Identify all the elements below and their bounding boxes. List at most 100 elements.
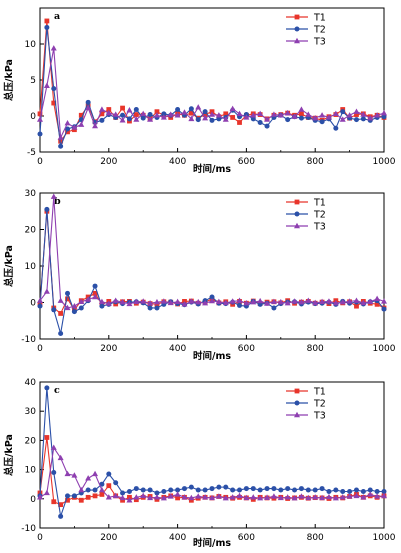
data-point (353, 117, 359, 123)
legend-marker (294, 222, 300, 229)
data-point (215, 112, 222, 118)
series-line (39, 196, 385, 309)
data-point (236, 110, 243, 117)
series-T3 (37, 444, 387, 503)
data-point (133, 486, 139, 492)
data-point (250, 298, 257, 305)
data-point (346, 493, 353, 499)
data-point (147, 112, 153, 118)
data-point (374, 301, 380, 307)
data-point (298, 115, 304, 121)
data-point (120, 112, 126, 118)
data-point (37, 116, 43, 122)
data-point (92, 493, 98, 499)
data-point (37, 131, 43, 137)
data-point (195, 298, 202, 305)
legend-entry: T3 (286, 222, 326, 233)
legend-label: T3 (313, 222, 326, 233)
data-point (126, 489, 132, 494)
legend-marker (294, 14, 300, 20)
legend-marker (294, 411, 300, 418)
data-point (37, 303, 43, 309)
data-point (188, 298, 195, 304)
data-point (257, 487, 263, 493)
data-point (50, 45, 57, 51)
data-point (291, 298, 298, 304)
data-point (140, 487, 146, 493)
legend-label: T3 (313, 37, 326, 48)
data-point (133, 116, 140, 122)
data-point (140, 492, 147, 499)
data-point (209, 294, 215, 300)
data-point (154, 305, 160, 311)
data-point (360, 489, 366, 494)
data-point (305, 487, 311, 493)
data-point (37, 111, 43, 117)
data-point (147, 487, 153, 493)
data-point (333, 487, 339, 493)
panel-label: c (54, 385, 60, 396)
x-tick-label: 400 (169, 344, 186, 354)
panel-c: 0 200 400 600 800 1000-10010203040时间/ms总压/kPa… (3, 378, 396, 549)
data-point (58, 513, 64, 519)
plot-frame (39, 192, 385, 340)
data-point (126, 116, 132, 122)
data-point (71, 493, 77, 499)
data-point (133, 298, 140, 304)
data-point (188, 115, 195, 122)
series-line (39, 436, 385, 506)
data-point (181, 494, 188, 500)
data-point (181, 486, 187, 492)
data-point (195, 117, 201, 123)
data-point (339, 494, 346, 500)
data-point (188, 106, 194, 112)
data-point (154, 490, 160, 496)
data-point (50, 193, 57, 199)
data-point (270, 111, 277, 117)
series-T3 (37, 193, 387, 311)
data-point (325, 298, 332, 304)
data-point (92, 283, 98, 289)
data-point (209, 117, 215, 123)
data-point (209, 297, 215, 304)
y-tick-label: 5 (30, 76, 36, 86)
data-point (37, 297, 43, 303)
data-point (332, 495, 339, 501)
data-point (71, 472, 78, 478)
data-point (230, 115, 236, 120)
data-point (113, 480, 119, 486)
data-point (312, 114, 319, 121)
data-point (230, 487, 236, 493)
y-tick-label: 20 (25, 436, 37, 446)
data-point (112, 111, 119, 117)
series-T2 (37, 24, 387, 149)
data-point (44, 18, 50, 24)
plot-frame (39, 7, 385, 153)
x-tick-label: 200 (100, 344, 117, 354)
data-point (326, 489, 332, 494)
x-tick-label: 800 (307, 344, 324, 354)
data-point (106, 107, 112, 112)
data-point (195, 493, 202, 499)
data-point (299, 111, 304, 117)
data-point (160, 114, 167, 120)
data-point (319, 486, 325, 492)
data-point (243, 486, 249, 492)
data-point (250, 494, 257, 500)
data-point (161, 489, 167, 494)
x-axis-label: 时间/ms (193, 537, 231, 549)
data-point (99, 481, 105, 487)
data-point (58, 502, 64, 508)
data-point (126, 497, 133, 503)
data-point (106, 483, 112, 489)
y-tick-label: 0 (30, 112, 36, 122)
data-point (229, 105, 236, 111)
data-point (71, 309, 77, 315)
data-point (291, 495, 298, 501)
legend-entry: T1 (286, 198, 326, 209)
data-point (236, 297, 243, 303)
y-tick-label: -5 (27, 148, 36, 158)
x-axis-label: 时间/ms (193, 163, 231, 175)
